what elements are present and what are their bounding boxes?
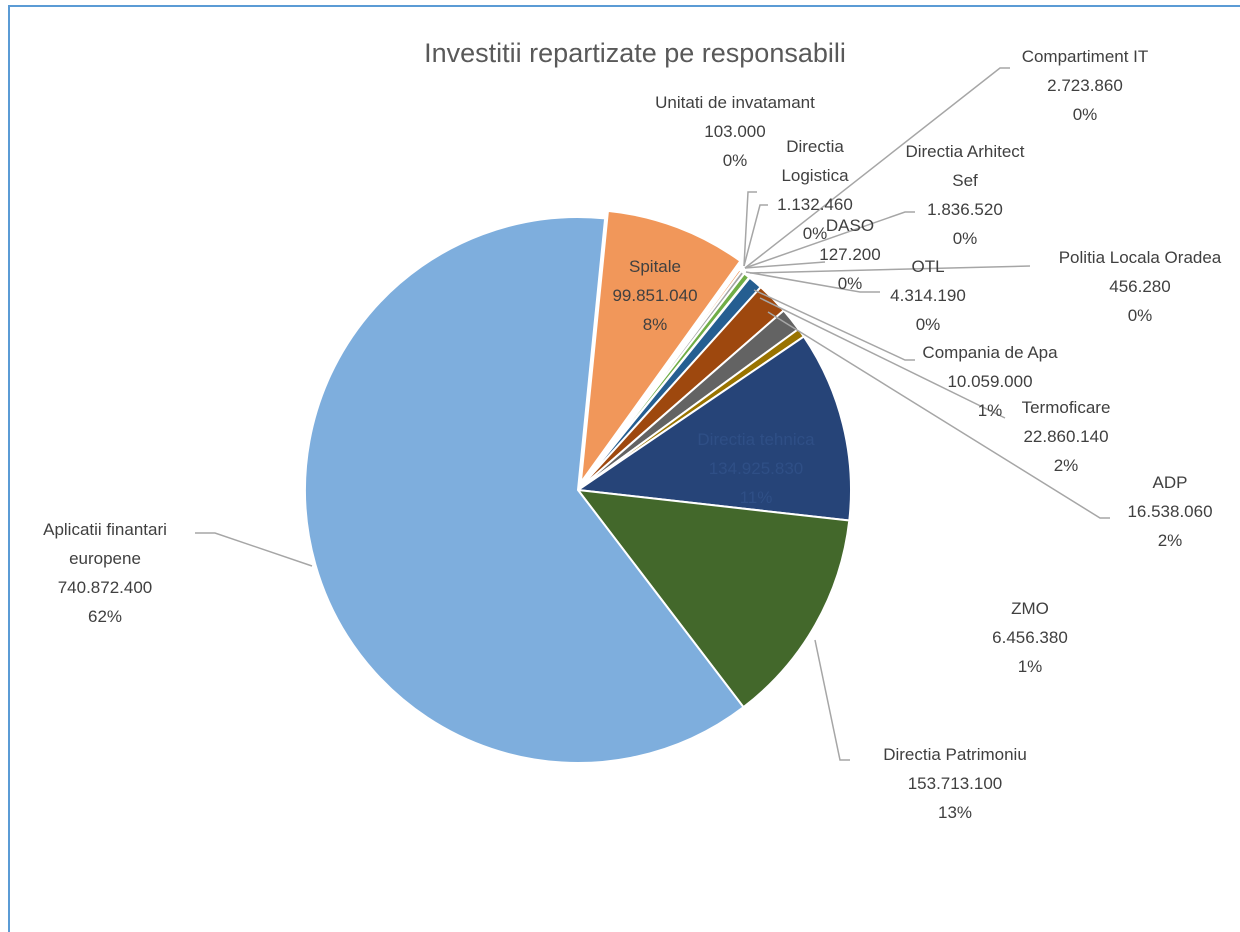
label-value: 1.836.520 [927, 200, 1003, 219]
label-percent: 0% [722, 151, 748, 170]
leader-line [753, 289, 915, 361]
label-percent: 8% [642, 315, 668, 334]
label-percent: 2% [1053, 456, 1079, 475]
pie-slice [575, 335, 852, 522]
label-name: Aplicatii finantari europene [43, 520, 167, 568]
label-percent: 2% [1157, 531, 1183, 550]
label-value: 22.860.140 [1023, 427, 1109, 446]
pie-slice [575, 488, 851, 709]
label-name: OTL [911, 257, 945, 276]
data-label: DASO 127.200 0% [810, 211, 890, 298]
leader-line [744, 67, 1010, 269]
label-name: DASO [825, 216, 875, 235]
leader-line [767, 311, 1110, 519]
label-value: 16.538.060 [1127, 502, 1213, 521]
label-name: Compania de Apa [922, 343, 1058, 362]
label-value: 6.456.380 [992, 628, 1068, 647]
leader-line [745, 271, 880, 293]
label-value: 2.723.860 [1047, 76, 1123, 95]
leader-line [743, 204, 768, 267]
label-percent: 62% [87, 607, 123, 626]
data-label: Compartiment IT 2.723.860 0% [1000, 42, 1170, 129]
label-percent: 13% [937, 803, 973, 822]
data-label: Compania de Apa 10.059.000 1% [915, 338, 1065, 425]
chart-title: Investitii repartizate pe responsabili [424, 38, 846, 68]
label-name: Spitale [629, 257, 681, 276]
label-percent: 0% [952, 229, 978, 248]
label-value: 153.713.100 [907, 774, 1003, 793]
leader-line [744, 261, 826, 269]
label-value: 127.200 [819, 245, 881, 264]
label-percent: 11% [739, 488, 773, 507]
data-label: OTL 4.314.190 0% [878, 252, 978, 339]
label-percent: 0% [1127, 306, 1153, 325]
label-name: Politia Locala Oradea [1058, 248, 1222, 267]
leader-line [749, 265, 1031, 274]
label-name: Directia Logistica [781, 137, 849, 185]
label-value: 1.132.460 [777, 195, 853, 214]
label-percent: 0% [1072, 105, 1098, 124]
pie-slice [304, 216, 745, 764]
label-value: 134.925.830 [708, 459, 804, 478]
label-name: Termoficare [1021, 398, 1111, 417]
data-label: Directia Patrimoniu 153.713.100 13% [855, 740, 1055, 827]
leader-line [759, 297, 1006, 419]
label-value: 4.314.190 [890, 286, 966, 305]
leader-line [743, 191, 757, 267]
label-name: Compartiment IT [1021, 47, 1149, 66]
data-label: Termoficare 22.860.140 2% [1006, 393, 1126, 480]
data-label: ADP 16.538.060 2% [1120, 468, 1220, 555]
data-label: Unitati de invatamant 103.000 0% [615, 88, 855, 175]
label-percent: 0% [915, 315, 941, 334]
label-name: Directia Arhitect Sef [905, 142, 1025, 190]
label-percent: 0% [802, 224, 828, 243]
data-label: Spitale 99.851.040 8% [590, 252, 720, 339]
data-label: Politia Locala Oradea 456.280 0% [1035, 243, 1240, 330]
leader-line [195, 532, 313, 567]
label-name: Directia tehnica [697, 430, 815, 449]
label-percent: 1% [1017, 657, 1043, 676]
pie-slice [579, 209, 742, 487]
label-value: 103.000 [704, 122, 766, 141]
label-percent: 0% [837, 274, 863, 293]
data-label: Directia Logistica 1.132.460 0% [765, 132, 865, 248]
label-name: Directia Patrimoniu [883, 745, 1027, 764]
leader-line [744, 211, 915, 269]
label-value: 10.059.000 [947, 372, 1033, 391]
label-name: ZMO [1011, 599, 1049, 618]
data-label: Directia Arhitect Sef 1.836.520 0% [905, 137, 1025, 253]
leader-line [814, 639, 850, 761]
data-label: Aplicatii finantari europene 740.872.400 6… [10, 515, 200, 631]
label-value: 456.280 [1109, 277, 1171, 296]
data-label: ZMO 6.456.380 1% [980, 594, 1080, 681]
label-name: ADP [1152, 473, 1188, 492]
label-value: 740.872.400 [57, 578, 153, 597]
label-value: 99.851.040 [612, 286, 698, 305]
data-label: Directia tehnica 134.925.830 11% [676, 425, 836, 512]
label-percent: 1% [977, 401, 1003, 420]
label-name: Unitati de invatamant [655, 93, 815, 112]
